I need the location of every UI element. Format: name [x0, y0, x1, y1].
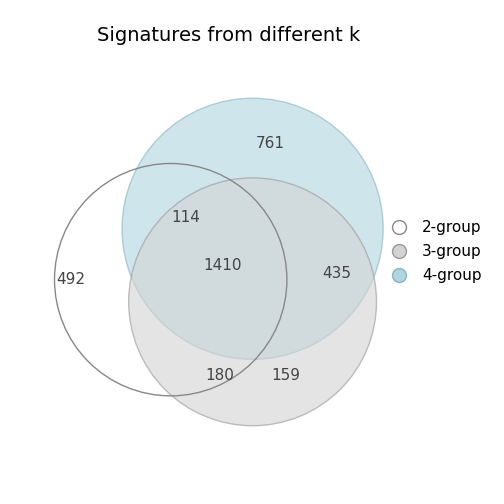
Circle shape [122, 98, 383, 359]
Text: 492: 492 [56, 272, 86, 287]
Text: 1410: 1410 [204, 258, 242, 273]
Text: 114: 114 [172, 210, 201, 225]
Circle shape [129, 178, 376, 426]
Text: 435: 435 [322, 266, 351, 281]
Text: 159: 159 [271, 368, 300, 384]
Legend: 2-group, 3-group, 4-group: 2-group, 3-group, 4-group [377, 214, 488, 289]
Text: 761: 761 [256, 136, 285, 151]
Text: 180: 180 [205, 368, 234, 384]
Title: Signatures from different k: Signatures from different k [97, 26, 360, 45]
